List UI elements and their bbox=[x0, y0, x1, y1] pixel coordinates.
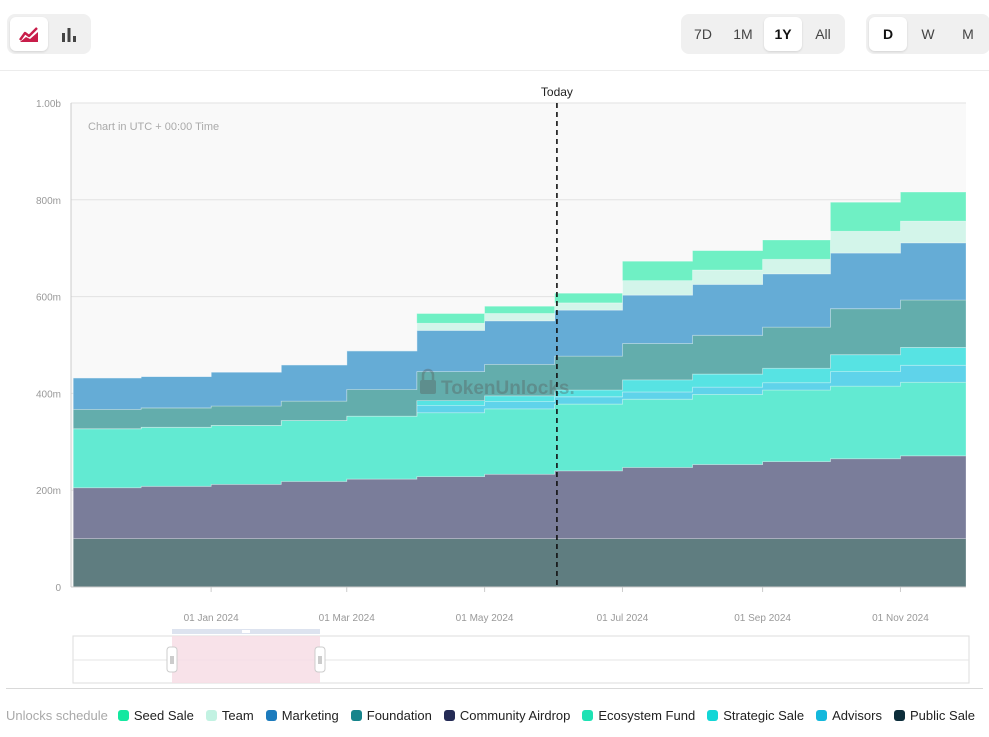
legend-swatch bbox=[350, 709, 362, 721]
toolbar-divider bbox=[0, 70, 989, 71]
legend-swatch bbox=[443, 709, 455, 721]
time-range-toggle: 7D 1M 1Y All bbox=[681, 14, 845, 54]
watermark: TokenUnlocks. bbox=[420, 368, 575, 399]
legend-item-team[interactable]: Team bbox=[205, 707, 254, 723]
legend-swatch bbox=[205, 709, 217, 721]
area-chart-button[interactable] bbox=[10, 17, 48, 51]
legend-item-foundation[interactable]: Foundation bbox=[350, 707, 432, 723]
x-tick-label: 01 Sep 2024 bbox=[734, 613, 791, 624]
area-public-sale bbox=[72, 538, 967, 588]
unlock-schedule-chart: Chart in UTC + 00:00 Time TokenUnlocks. … bbox=[36, 85, 970, 684]
range-7d-button[interactable]: 7D bbox=[694, 26, 712, 42]
y-tick-label: 400m bbox=[36, 389, 61, 400]
legend-item-strategic-sale[interactable]: Strategic Sale bbox=[707, 708, 804, 723]
y-tick-label: 0 bbox=[55, 583, 61, 594]
lock-icon bbox=[420, 368, 436, 394]
legend-label: Ecosystem Fund bbox=[598, 707, 696, 723]
legend-swatch bbox=[117, 709, 129, 721]
legend-swatch bbox=[265, 709, 277, 721]
legend-item-public-sale[interactable]: Public Sale bbox=[894, 708, 975, 723]
legend-label: Seed Sale bbox=[133, 707, 194, 723]
today-label: Today bbox=[541, 85, 573, 99]
axes: 0 200m 400m 600m 800m 1.00b 01 Jan 2024 01 Mar … bbox=[36, 99, 966, 624]
range-1m-button[interactable]: 1M bbox=[733, 26, 753, 42]
y-tick-label: 800m bbox=[36, 196, 61, 207]
legend-item-advisors[interactable]: Advisors bbox=[816, 708, 882, 723]
navigator-right-handle[interactable] bbox=[314, 646, 326, 673]
legend-label: Advisors bbox=[832, 707, 882, 723]
y-tick-label: 600m bbox=[36, 293, 61, 304]
x-tick-label: 01 Jan 2024 bbox=[184, 613, 239, 624]
legend-label: Community Airdrop bbox=[459, 707, 571, 723]
legend-swatch bbox=[582, 709, 594, 721]
legend-item-community-airdrop[interactable]: Community Airdrop bbox=[443, 707, 571, 723]
zoom-navigator[interactable] bbox=[72, 629, 970, 684]
x-tick-label: 01 Jul 2024 bbox=[597, 613, 649, 624]
legend-title: Unlocks schedule bbox=[6, 707, 108, 723]
legend-label: Strategic Sale bbox=[723, 707, 805, 723]
granularity-week-button[interactable]: W bbox=[921, 26, 935, 42]
chart-subtitle: Chart in UTC + 00:00 Time bbox=[88, 121, 219, 133]
range-1y-button[interactable]: 1Y bbox=[764, 17, 802, 51]
legend-label: Marketing bbox=[281, 707, 339, 723]
granularity-day-button[interactable]: D bbox=[869, 17, 907, 51]
legend-item-marketing[interactable]: Marketing bbox=[265, 707, 339, 723]
x-tick-label: 01 May 2024 bbox=[456, 613, 514, 624]
area-team bbox=[73, 220, 967, 379]
chart-type-toggle bbox=[7, 14, 91, 54]
bar-chart-icon bbox=[62, 28, 76, 42]
legend-item-seed-sale[interactable]: Seed Sale bbox=[117, 707, 194, 723]
legend-label: Team bbox=[221, 707, 254, 723]
area-chart-icon bbox=[19, 27, 38, 42]
area-seed-sale bbox=[73, 191, 967, 379]
legend: Unlocks schedule Seed Sale Team Marketing F… bbox=[6, 704, 986, 726]
navigator-selection[interactable] bbox=[172, 636, 320, 683]
legend-swatch bbox=[707, 709, 719, 721]
y-tick-label: 1.00b bbox=[36, 99, 61, 110]
legend-label: Foundation bbox=[366, 707, 432, 723]
legend-item-ecosystem-fund[interactable]: Ecosystem Fund bbox=[582, 708, 695, 723]
range-all-button[interactable]: All bbox=[815, 26, 831, 42]
legend-swatch bbox=[894, 709, 905, 721]
navigator-scrollbar-grip[interactable] bbox=[242, 630, 250, 633]
stacked-areas bbox=[72, 191, 967, 588]
chart-toolbar: 7D 1M 1Y All D W M bbox=[0, 0, 989, 70]
legend-swatch bbox=[816, 709, 828, 721]
granularity-toggle: D W M bbox=[866, 14, 989, 54]
x-tick-label: 01 Nov 2024 bbox=[872, 613, 929, 624]
bar-chart-button[interactable] bbox=[50, 17, 88, 51]
granularity-month-button[interactable]: M bbox=[962, 26, 974, 42]
watermark-text: TokenUnlocks. bbox=[441, 378, 575, 399]
legend-divider bbox=[6, 688, 983, 689]
x-tick-label: 01 Mar 2024 bbox=[319, 613, 376, 624]
y-tick-label: 200m bbox=[36, 486, 61, 497]
legend-label: Public Sale bbox=[910, 707, 976, 723]
navigator-left-handle[interactable] bbox=[166, 646, 178, 673]
today-marker: Today bbox=[541, 85, 573, 587]
